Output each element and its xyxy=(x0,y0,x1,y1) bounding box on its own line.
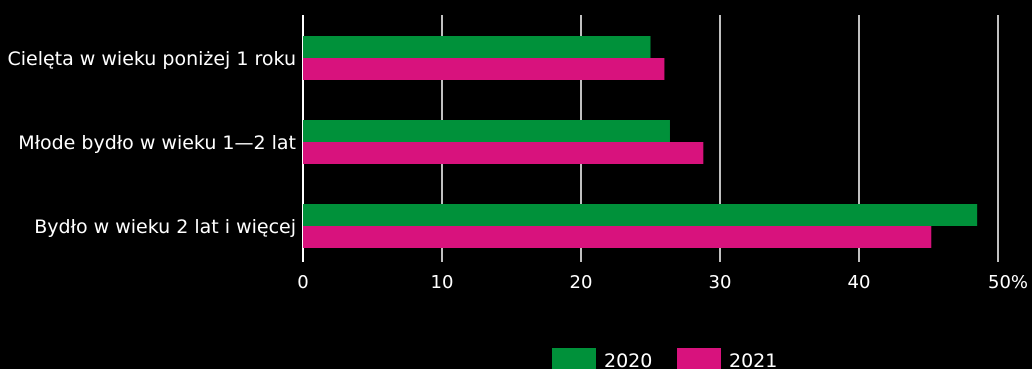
bar-2021-cat-0 xyxy=(303,58,665,80)
bars xyxy=(303,36,978,248)
legend-swatch-2020 xyxy=(552,348,596,369)
category-labels: Cielęta w wieku poniżej 1 roku Młode bydł… xyxy=(7,48,296,238)
bar-2021-cat-1 xyxy=(303,142,704,164)
bar-2020-cat-1 xyxy=(303,120,670,142)
legend-label-2020: 2020 xyxy=(604,350,652,369)
x-tick-label-4: 40 xyxy=(848,272,871,293)
x-tick-label-1: 10 xyxy=(431,272,454,293)
x-tick-label-3: 30 xyxy=(709,272,732,293)
category-label-1: Młode bydło w wieku 1—2 lat xyxy=(18,132,296,154)
category-label-2: Bydło w wieku 2 lat i więcej xyxy=(34,216,296,238)
x-tick-label-5: 50% xyxy=(988,272,1028,293)
bar-2020-cat-2 xyxy=(303,204,978,226)
legend-swatch-2021 xyxy=(677,348,721,369)
legend: 2020 2021 xyxy=(552,348,777,369)
x-tick-label-0: 0 xyxy=(297,272,308,293)
legend-label-2021: 2021 xyxy=(729,350,777,369)
category-label-0: Cielęta w wieku poniżej 1 roku xyxy=(7,48,296,70)
x-tick-label-2: 20 xyxy=(570,272,593,293)
bar-2021-cat-2 xyxy=(303,226,932,248)
bar-2020-cat-0 xyxy=(303,36,651,58)
x-axis-ticks: 0 10 20 30 40 50% xyxy=(297,272,1028,293)
